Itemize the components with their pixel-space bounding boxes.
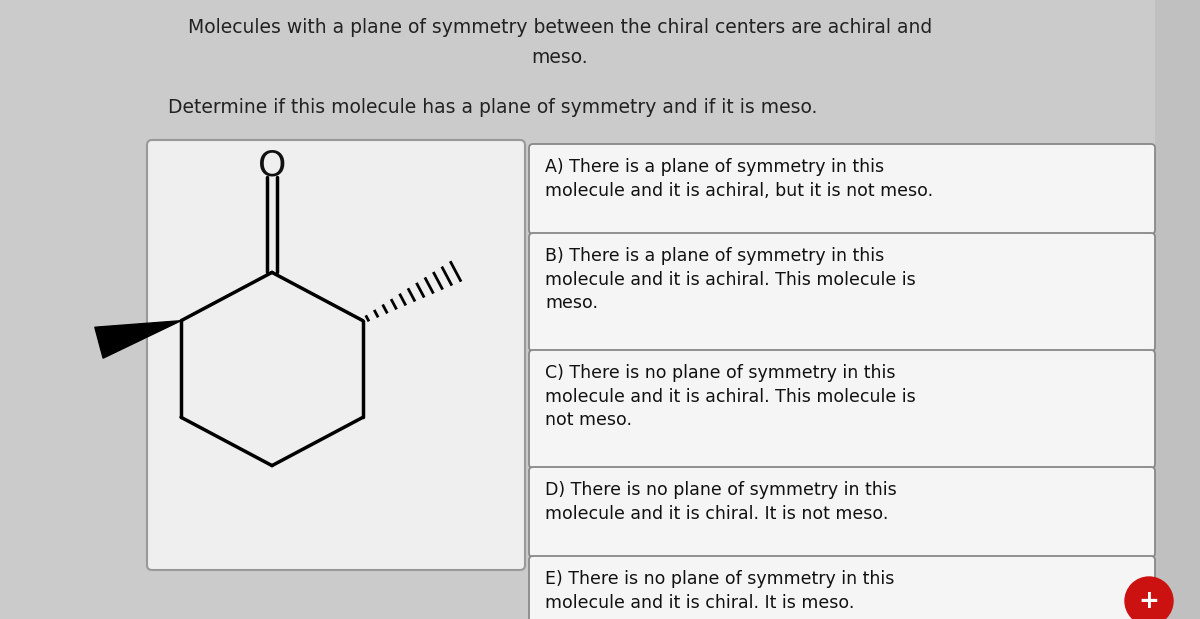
FancyBboxPatch shape	[529, 350, 1154, 468]
Text: E) There is no plane of symmetry in this
molecule and it is chiral. It is meso.: E) There is no plane of symmetry in this…	[545, 570, 894, 612]
FancyBboxPatch shape	[148, 140, 526, 570]
Text: meso.: meso.	[532, 48, 588, 67]
Circle shape	[1126, 577, 1174, 619]
Text: Determine if this molecule has a plane of symmetry and if it is meso.: Determine if this molecule has a plane o…	[168, 98, 817, 117]
Text: A) There is a plane of symmetry in this
molecule and it is achiral, but it is no: A) There is a plane of symmetry in this …	[545, 158, 934, 199]
FancyBboxPatch shape	[529, 144, 1154, 234]
Text: C) There is no plane of symmetry in this
molecule and it is achiral. This molecu: C) There is no plane of symmetry in this…	[545, 364, 916, 429]
Text: B) There is a plane of symmetry in this
molecule and it is achiral. This molecul: B) There is a plane of symmetry in this …	[545, 247, 916, 312]
Text: +: +	[1139, 589, 1159, 613]
Text: O: O	[258, 149, 286, 183]
Bar	[1154, 0, 1200, 619]
Text: D) There is no plane of symmetry in this
molecule and it is chiral. It is not me: D) There is no plane of symmetry in this…	[545, 481, 896, 522]
Text: Molecules with a plane of symmetry between the chiral centers are achiral and: Molecules with a plane of symmetry betwe…	[188, 18, 932, 37]
FancyBboxPatch shape	[529, 467, 1154, 557]
FancyBboxPatch shape	[529, 556, 1154, 619]
FancyBboxPatch shape	[529, 233, 1154, 351]
Polygon shape	[95, 321, 181, 358]
